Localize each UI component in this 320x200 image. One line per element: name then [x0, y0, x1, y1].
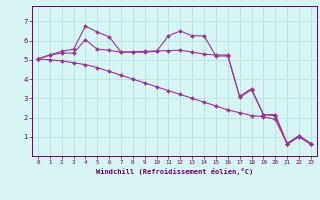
- X-axis label: Windchill (Refroidissement éolien,°C): Windchill (Refroidissement éolien,°C): [96, 168, 253, 175]
